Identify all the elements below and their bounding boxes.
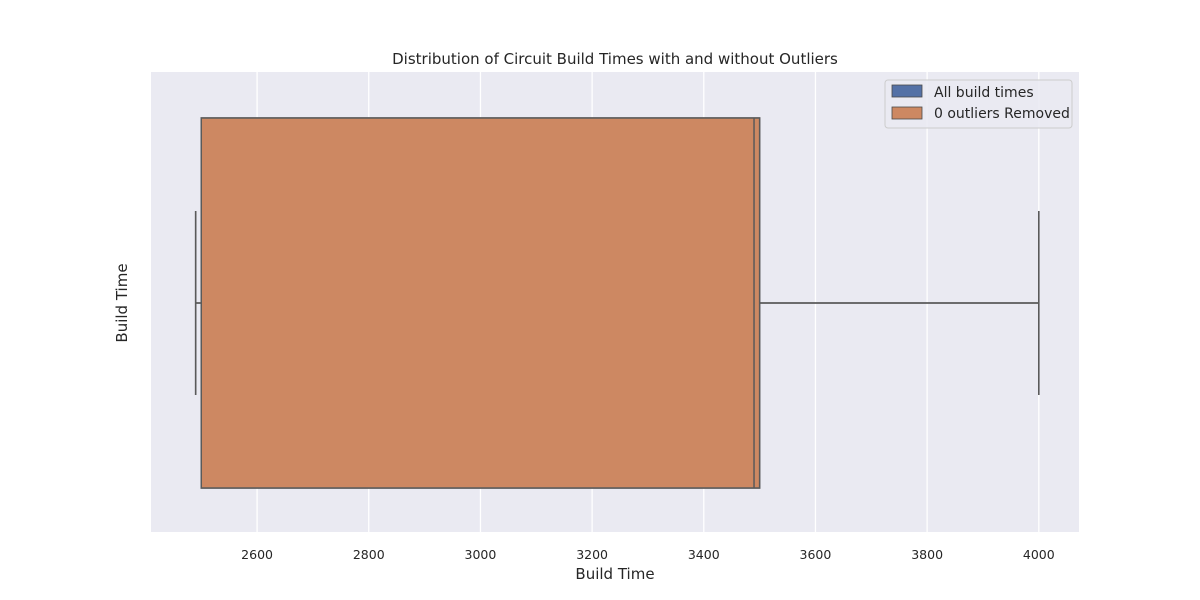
y-axis-label: Build Time — [113, 263, 131, 342]
chart-title: Distribution of Circuit Build Times with… — [392, 50, 838, 68]
box-plots — [194, 117, 1040, 489]
legend: All build times 0 outliers Removed — [884, 79, 1073, 129]
legend-label-outliers-removed: 0 outliers Removed — [934, 106, 1070, 122]
x-tick-label-3800: 3800 — [911, 547, 943, 562]
x-tick-label-4000: 4000 — [1023, 547, 1055, 562]
legend-label-all-build-times: All build times — [934, 85, 1034, 101]
x-tick-label-3400: 3400 — [688, 547, 720, 562]
legend-frame — [884, 79, 1073, 129]
x-tick-label-3200: 3200 — [576, 547, 608, 562]
legend-swatch-all-build-times — [891, 84, 923, 98]
legend-swatch-outliers-removed — [891, 106, 923, 120]
x-tick-label-2600: 2600 — [241, 547, 273, 562]
x-tick-label-3000: 3000 — [465, 547, 497, 562]
x-tick-label-2800: 2800 — [353, 547, 385, 562]
x-tick-label-3600: 3600 — [800, 547, 832, 562]
x-tick-labels: 2600 2800 3000 3200 3400 3600 3800 4000 — [241, 547, 1055, 562]
x-axis-label: Build Time — [575, 565, 654, 583]
iqr-box — [200, 117, 761, 489]
box-plot-outliers-removed — [194, 117, 1040, 489]
